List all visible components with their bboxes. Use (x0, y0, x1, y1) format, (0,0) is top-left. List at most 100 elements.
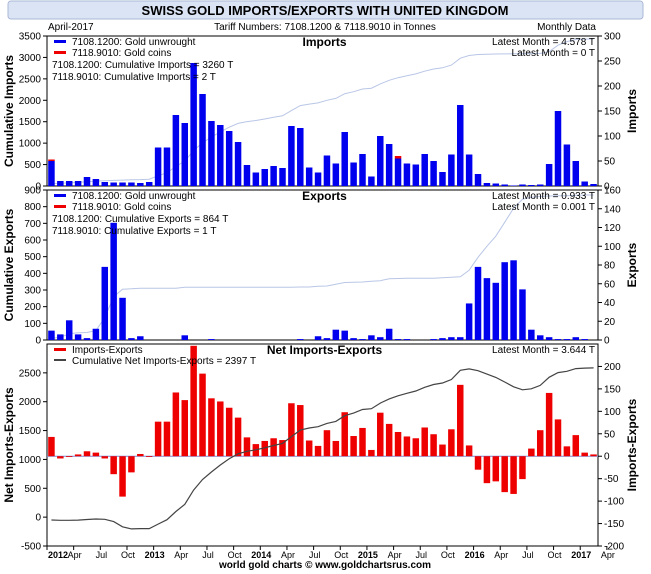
bar-unwrought (474, 266, 482, 341)
left-axis-label: Net Imports-Exports (2, 387, 16, 503)
x-tick-label: 2016 (465, 550, 485, 560)
bar-net (430, 434, 437, 457)
bar-unwrought (572, 161, 580, 186)
bar-unwrought (403, 339, 411, 340)
right-tick-label: 100 (604, 132, 621, 143)
bar-net (137, 453, 144, 457)
bar-unwrought (297, 339, 304, 340)
left-axis-label: Cumulative Exports (2, 208, 16, 321)
bar-net (421, 427, 428, 457)
bar-unwrought (101, 182, 109, 186)
title-banner (7, 0, 644, 20)
left-tick-label: 3500 (19, 32, 42, 43)
bar-unwrought (305, 167, 313, 186)
bar-unwrought (314, 172, 322, 186)
bar-unwrought (536, 184, 544, 186)
bar-unwrought (368, 335, 375, 340)
bar-unwrought (572, 337, 580, 340)
legend-swatch-coins (54, 205, 66, 208)
legend-swatch-coins (54, 51, 66, 54)
bar-net (528, 448, 535, 457)
bar-unwrought (528, 185, 535, 186)
bar-unwrought (92, 179, 100, 186)
bar-unwrought (457, 337, 464, 340)
bar-net (377, 412, 384, 457)
bar-unwrought (270, 166, 277, 186)
bar-unwrought (545, 164, 553, 186)
bar-unwrought (501, 184, 508, 186)
x-tick-label: Oct (441, 550, 456, 560)
legend-swatch-net (54, 348, 66, 351)
x-tick-label: 2013 (145, 550, 165, 560)
bar-net (545, 392, 553, 457)
bar-net (439, 444, 446, 457)
bar-net (261, 440, 268, 457)
left-tick-label: 2000 (19, 96, 42, 107)
bar-net (341, 412, 348, 457)
bar-unwrought (528, 329, 535, 340)
bar-unwrought (332, 163, 340, 186)
bar-net (172, 392, 180, 457)
bar-unwrought (519, 184, 526, 186)
bar-unwrought (74, 181, 82, 186)
x-tick-label: Jul (522, 550, 534, 560)
left-tick-label: 1000 (19, 139, 42, 150)
bar-unwrought (430, 161, 437, 186)
bar-unwrought (217, 125, 224, 186)
bar-unwrought (261, 169, 268, 186)
bar-unwrought (394, 158, 402, 186)
x-tick-label: Oct (334, 550, 349, 560)
bar-net (208, 398, 215, 457)
bar-net (314, 445, 322, 457)
bar-net (563, 446, 571, 457)
right-tick-label: 100 (604, 242, 621, 253)
bar-unwrought (448, 337, 455, 340)
x-tick-label: Apr (281, 550, 295, 560)
bar-net (279, 440, 286, 457)
bar-coins (394, 156, 402, 159)
bar-net (536, 430, 544, 457)
bar-net (457, 384, 464, 457)
left-tick-label: 200 (24, 302, 41, 313)
right-tick-label: 20 (604, 317, 616, 328)
bar-unwrought (119, 182, 126, 186)
bar-unwrought (154, 147, 162, 186)
bar-net (128, 456, 135, 473)
left-tick-label: 2000 (19, 397, 42, 408)
bar-unwrought (457, 105, 464, 186)
bar-unwrought (465, 303, 473, 340)
bar-net (65, 456, 73, 458)
bar-unwrought (48, 161, 55, 186)
bar-net (243, 437, 251, 457)
bar-unwrought (172, 115, 180, 186)
bar-net (448, 429, 455, 457)
left-tick-label: 600 (24, 236, 41, 247)
bar-unwrought (128, 338, 135, 341)
x-axis: 2012 Apr Jul Oct 2013 Apr Jul Oct 2014 Apr Jul Oct 2… (46, 546, 615, 560)
bar-unwrought (412, 164, 420, 186)
net-panel: -50005001000150020002500-200-150-100-500… (2, 343, 639, 553)
cumulative-note-unwrought: 7108.1200: Cumulative Exports = 864 T (52, 214, 228, 225)
x-tick-label: Jul (202, 550, 214, 560)
left-tick-label: 0 (35, 336, 41, 347)
right-tick-label: 50 (604, 429, 616, 440)
exports-panel: 0 100 200 300 400 500 600 700 800 900 0 20 40 60 80 100… (2, 186, 639, 347)
imports-panel: 0 500 1000 1500 2000 2500 3000 3500 0 50 100 150 200… (2, 32, 639, 193)
bar-unwrought (279, 168, 286, 186)
bar-unwrought (483, 278, 491, 341)
legend-label-coins: 7118.9010: Gold coins (72, 48, 171, 59)
bar-net (110, 456, 117, 475)
bar-net (83, 451, 91, 457)
bar-unwrought (341, 330, 348, 341)
bar-unwrought (323, 338, 331, 341)
bar-unwrought (225, 131, 233, 186)
bar-unwrought (208, 339, 215, 340)
bar-net (510, 456, 517, 494)
bar-net (119, 456, 126, 497)
bar-net (48, 436, 55, 457)
bar-net (350, 436, 357, 457)
bar-coins (48, 159, 55, 161)
bar-net (492, 456, 500, 482)
left-tick-label: 0 (35, 513, 41, 524)
